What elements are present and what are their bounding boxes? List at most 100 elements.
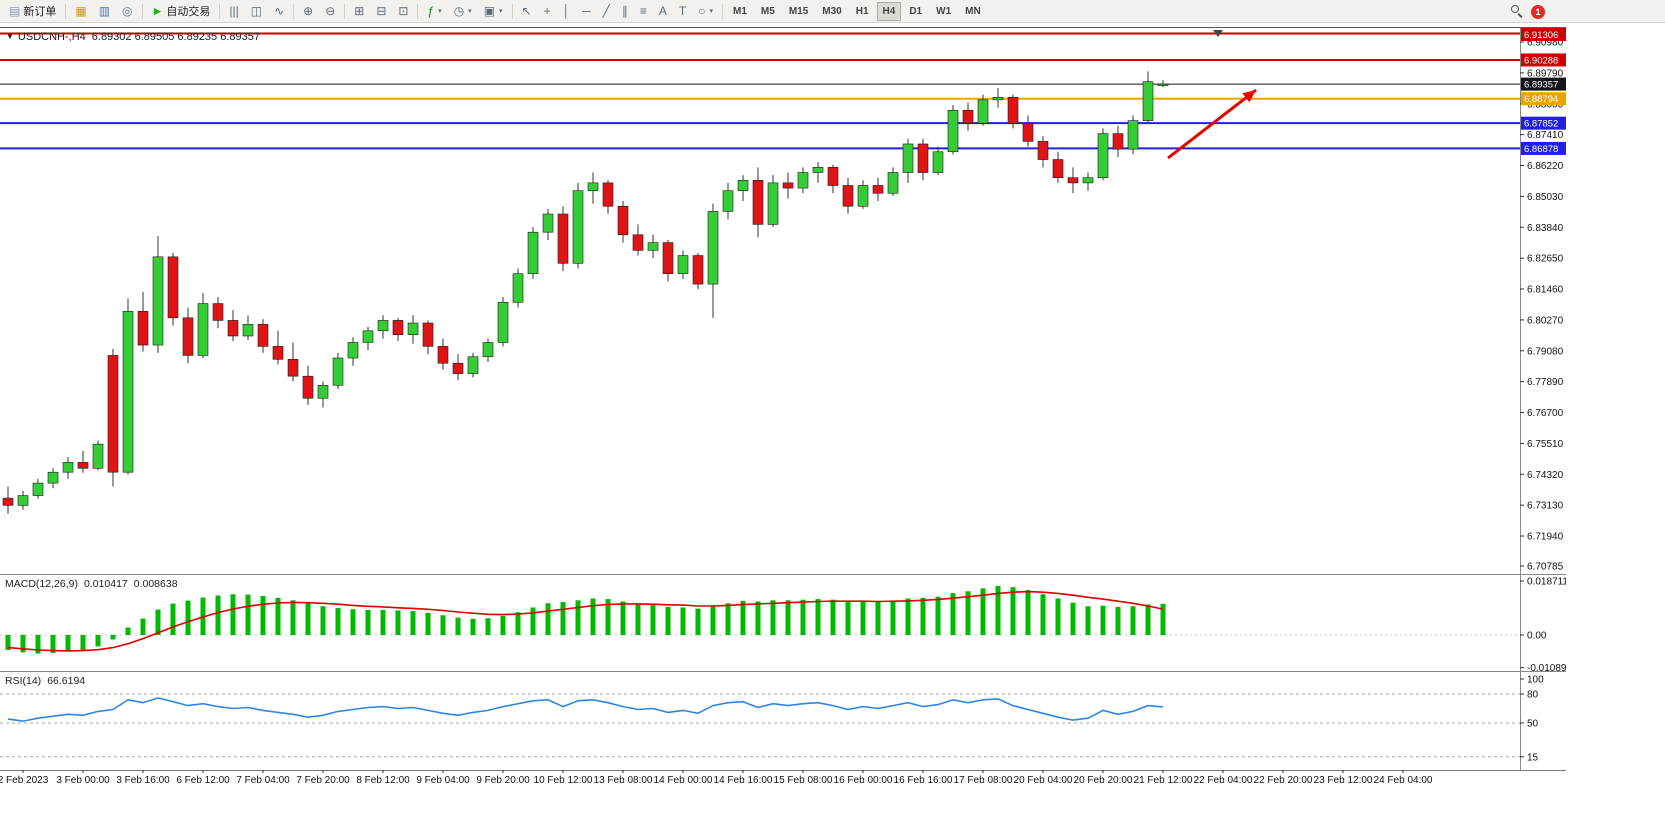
text-tool-button[interactable]: A [654,2,672,21]
bar-chart-type-button[interactable]: ||| [224,2,243,21]
crosshair-tool-button[interactable]: + [539,2,556,21]
macd-name: MACD(12,26,9) [5,578,78,590]
chart-area[interactable]: 6.909806.897906.886006.874106.862206.850… [0,27,1566,791]
market-watch-button[interactable]: ▦ [70,2,91,21]
periods-button[interactable]: ◷ ▾ [449,2,477,21]
new-order-button[interactable]: ▤ 新订单 [4,2,61,21]
macd-axis-label: 0.00 [1527,631,1547,642]
order-ticket-icon: ▤ [9,4,21,18]
navigator-button[interactable]: ◎ [117,2,137,21]
candle [827,167,839,186]
macd-histogram-bar [770,600,776,635]
timeframe-m15-button-label: M15 [788,5,809,17]
candle [527,231,539,275]
time-axis-label: 7 Feb 20:00 [296,775,350,786]
new-order-button-label: 新订单 [23,6,57,18]
candle [677,255,689,275]
cascade-windows-icon: ⊡ [398,4,409,18]
timeframe-w1-button[interactable]: W1 [930,2,957,21]
channel-tool-button[interactable]: ∥ [617,2,633,21]
timeframe-m1-button-label: M1 [733,5,747,17]
fibonacci-tool-button[interactable]: ≡ [635,2,652,21]
timeframe-d1-button[interactable]: D1 [903,2,928,21]
macd-histogram-bar [1040,594,1046,635]
candle [782,182,794,189]
shapes-tool-button[interactable]: ○ ▾ [693,2,718,21]
candle [362,330,374,343]
trendline-tool-button[interactable]: ╱ [598,2,615,21]
candle [1052,159,1064,179]
navigator-icon: ◎ [122,4,133,18]
notification-badge[interactable]: 1 [1531,4,1545,19]
zoom-in-button[interactable]: ⊕ [298,2,318,21]
rsi-value: 66.6194 [47,675,86,687]
rsi-axis-label: 50 [1527,719,1539,730]
vertical-line-tool-button[interactable]: │ [558,2,576,21]
macd-histogram-bar [35,635,41,654]
macd-histogram-bar [335,608,341,635]
macd-histogram-bar [875,602,881,635]
timeframe-mn-button[interactable]: MN [959,2,987,21]
timeframe-h1-button[interactable]: H1 [850,2,875,21]
candle [482,342,494,358]
timeframe-m5-button[interactable]: M5 [755,2,781,21]
chart-canvas[interactable]: 6.909806.897906.886006.874106.862206.850… [0,28,1566,791]
candle-chart-type-button[interactable]: ◫ [246,2,267,21]
timeframe-m1-button[interactable]: M1 [727,2,753,21]
rsi-name: RSI(14) [5,675,42,687]
candle [1097,133,1109,179]
trend-arrow[interactable] [1167,88,1257,160]
time-axis-label: 20 Feb 04:00 [1014,775,1073,786]
tile-windows-button[interactable]: ⊞ [349,2,369,21]
zoom-out-button[interactable]: ⊖ [320,2,340,21]
macd-histogram-bar [155,609,161,635]
indicators-button[interactable]: ƒ ▾ [422,2,446,21]
macd-histogram-bar [785,600,791,635]
autotrade-button[interactable]: ► 自动交易 [147,2,216,21]
candle [227,320,239,337]
candle [887,172,899,194]
time-axis-label: 16 Feb 16:00 [894,775,953,786]
clock-icon: ◷ [453,4,465,18]
macd-histogram-bar [1025,590,1031,635]
timeframe-m15-button[interactable]: M15 [783,2,814,21]
macd-histogram-bar [1130,606,1136,635]
macd-histogram-bar [425,612,431,635]
candle [902,143,914,173]
time-axis-label: 22 Feb 20:00 [1254,775,1313,786]
label-tool-button[interactable]: T [674,2,691,21]
price-axis-label: 6.85030 [1527,192,1564,203]
macd-histogram-bar [1100,605,1106,635]
macd-histogram-bar [530,607,536,635]
price-axis-label: 6.87410 [1527,130,1564,141]
cascade-windows-button[interactable]: ⊡ [393,2,413,21]
macd-histogram-bar [755,601,761,635]
search-button[interactable] [1508,2,1524,21]
arrange-windows-button[interactable]: ⊟ [371,2,391,21]
templates-button[interactable]: ▣ ▾ [479,2,508,21]
macd-histogram-bar [470,618,476,635]
chart-shift-marker[interactable] [1213,30,1223,37]
chart-window-button[interactable]: ▥ [94,2,115,21]
timeframe-m30-button[interactable]: M30 [816,2,847,21]
macd-histogram-bar [710,606,716,635]
chart-collapse-icon[interactable]: ▼ [6,32,14,41]
candle [542,213,554,233]
timeframe-h4-button[interactable]: H4 [876,1,902,21]
candle [92,443,104,469]
zoom-in-icon: ⊕ [303,4,314,18]
line-chart-type-button[interactable]: ∿ [269,2,289,21]
horizontal-line-tool-button[interactable]: ─ [577,2,596,21]
macd-histogram-bar [560,602,566,635]
time-axis-label: 9 Feb 04:00 [416,775,470,786]
macd-histogram-bar [590,598,596,635]
cursor-tool-button[interactable]: ↖ [517,2,537,21]
candle [497,301,509,343]
candle [257,324,269,347]
macd-signal-value: 0.008638 [133,578,178,590]
chart-window-icon: ▥ [98,4,111,18]
candle [587,182,599,191]
vertical-line-icon: │ [562,4,571,18]
resistance-line-2-price-tag-label: 6.90288 [1524,55,1558,66]
candle [107,355,119,473]
